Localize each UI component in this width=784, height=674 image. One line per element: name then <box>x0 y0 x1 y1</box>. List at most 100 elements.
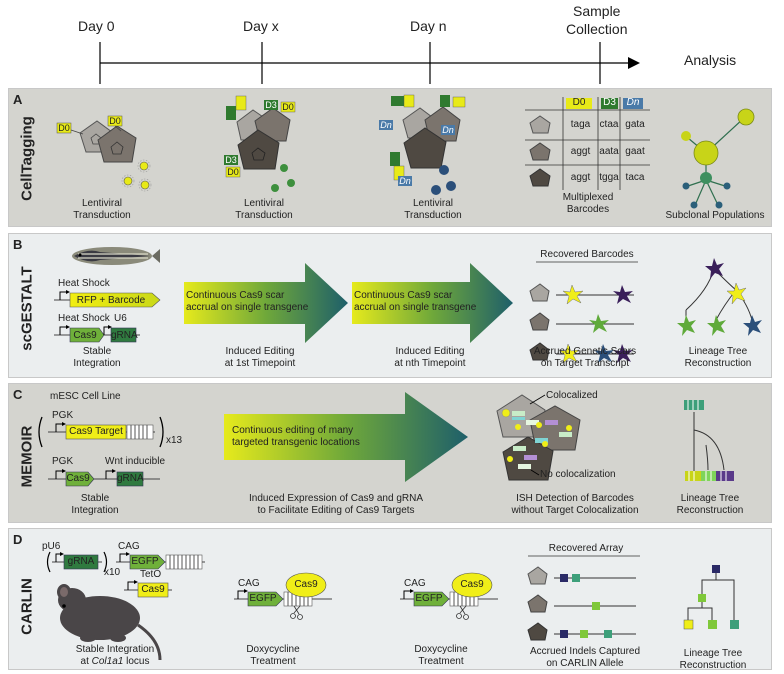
cag-label-2: CAG <box>238 578 260 589</box>
panel-a-label-1: Lentiviral Transduction <box>73 198 131 221</box>
table-cell: ctaa <box>599 119 619 130</box>
arrow-c-text: Continuous editing of many targeted trans… <box>232 425 360 448</box>
panel-a-label-2: Lentiviral Transduction <box>235 198 293 221</box>
cas9-label-d3: Cas9 <box>460 579 484 590</box>
teto-label: TetO <box>140 569 162 580</box>
cas9-label-d1: Cas9 <box>141 584 165 595</box>
tag-d0-d: D0 <box>227 167 239 177</box>
grna-label-b: gRNA <box>111 330 138 341</box>
arrow-editing-1 <box>184 263 348 343</box>
table-cell: aggt <box>570 146 591 157</box>
scissors-icon <box>456 605 469 620</box>
panel-b-edit-1: Induced Editing at 1st Timepoint <box>224 346 296 369</box>
cas9-label-c: Cas9 <box>66 473 90 484</box>
panel-c-induced: Induced Expression of Cas9 and gRNA to Fa… <box>249 493 423 516</box>
panel-d-accrued: Accrued Indels Captured on CARLIN Allele <box>529 646 641 669</box>
table-cell: gaat <box>625 146 645 157</box>
panel-c-lineage: Lineage Tree Reconstruction <box>676 493 744 516</box>
pgk-label-1: PGK <box>52 410 74 421</box>
tag-d3-b: D3 <box>225 155 237 165</box>
table-header-dn: Dn <box>626 97 640 108</box>
cag-label-1: CAG <box>118 541 140 552</box>
table-cell: aata <box>599 146 619 157</box>
tag-d0-c: D0 <box>282 102 294 112</box>
panel-b-lineage: Lineage Tree Reconstruction <box>684 346 752 369</box>
tag-d0-a: D0 <box>58 123 70 133</box>
egfp-label-2: EGFP <box>249 593 277 604</box>
table-cell: tgga <box>599 172 619 183</box>
heat-shock-label-1: Heat Shock <box>58 278 110 289</box>
scar-marks <box>558 284 633 364</box>
heat-shock-label-2: Heat Shock <box>58 313 110 324</box>
timeline-sample-collection: Sample Collection <box>566 3 628 37</box>
u6-label: U6 <box>114 313 127 324</box>
tag-d0-b: D0 <box>109 116 121 126</box>
no-colocalization-label: No colocalization <box>540 469 616 480</box>
panel-c-stable: Stable Integration <box>71 493 119 516</box>
cas9-blob-1 <box>285 572 327 598</box>
tag-d3-a: D3 <box>265 100 277 110</box>
panel-b-accrued: Accrued Genetic Scars on Target Transcrip… <box>533 346 637 369</box>
table-header-d3: D3 <box>603 97 616 108</box>
egfp-label-3: EGFP <box>415 593 443 604</box>
scissors-icon <box>290 605 303 620</box>
panel-b-letter: B <box>13 237 23 252</box>
panel-d-stable: Stable Integration at Col1a1 locus <box>75 644 155 667</box>
panel-a-label-5: Subclonal Populations <box>665 210 765 221</box>
colocalized-label: Colocalized <box>546 390 598 401</box>
recovered-array-label: Recovered Array <box>548 543 624 554</box>
panel-d-letter: D <box>13 532 23 547</box>
panel-d-lineage: Lineage Tree Reconstruction <box>679 648 747 671</box>
table-cell: taca <box>625 172 645 183</box>
grna-label-d: gRNA <box>67 556 95 567</box>
cell-mid <box>97 125 137 163</box>
panel-a-label-4: Multiplexed Barcodes <box>562 192 614 215</box>
cas9-target-label: Cas9 Target <box>69 426 123 437</box>
arrow-2-text: Continuous Cas9 scar accrual on single tr… <box>354 290 477 313</box>
timeline-analysis: Analysis <box>684 52 737 68</box>
arrow-editing-2 <box>352 263 513 343</box>
wnt-label: Wnt inducible <box>105 456 166 467</box>
cas9-label-d2: Cas9 <box>294 579 318 590</box>
tag-dn-a: Dn <box>380 120 392 130</box>
grna-label-c: gRNA <box>117 473 144 484</box>
tag-dn-b: Dn <box>442 125 454 135</box>
arrow-continuous-editing <box>224 392 468 482</box>
panel-c-ish: ISH Detection of Barcodes without Target … <box>511 493 639 516</box>
arrow-1-text: Continuous Cas9 scar accrual on single tr… <box>186 290 309 313</box>
mesc-label: mESC Cell Line <box>50 391 121 402</box>
panel-carlin <box>8 528 772 670</box>
cas9-blob-2 <box>451 572 493 598</box>
timeline-dayn: Day n <box>410 18 447 34</box>
table-cell: gata <box>625 119 645 130</box>
panel-d-doxy-2: Doxycycline Treatment <box>414 644 468 667</box>
tag-dn-c: Dn <box>399 176 411 186</box>
egfp-label-1: EGFP <box>131 556 159 567</box>
table-cell: aggt <box>570 172 591 183</box>
table-header-d0: D0 <box>572 97 586 108</box>
cas9-label-b: Cas9 <box>73 330 97 341</box>
panel-b-edit-2: Induced Editing at nth Timepoint <box>394 346 466 369</box>
barcode-spots <box>512 411 572 469</box>
pu6-label: pU6 <box>42 541 61 552</box>
panel-c-letter: C <box>13 387 23 402</box>
cag-label-3: CAG <box>404 578 426 589</box>
panel-b-stable: Stable Integration <box>73 346 121 369</box>
panel-a-letter: A <box>13 92 23 107</box>
recovered-barcodes-label: Recovered Barcodes <box>540 249 634 260</box>
panel-d-doxy-1: Doxycycline Treatment <box>246 644 300 667</box>
table-cell: taga <box>570 119 591 130</box>
timeline-dayx: Day x <box>243 18 279 34</box>
pgk-label-2: PGK <box>52 456 74 467</box>
timeline-day0: Day 0 <box>78 18 115 34</box>
x10-label: x10 <box>104 567 121 578</box>
mouse-icon <box>57 584 162 661</box>
panel-a-label-3: Lentiviral Transduction <box>404 198 462 221</box>
rfp-barcode-label: RFP + Barcode <box>76 295 146 306</box>
x13-label: x13 <box>166 435 183 446</box>
